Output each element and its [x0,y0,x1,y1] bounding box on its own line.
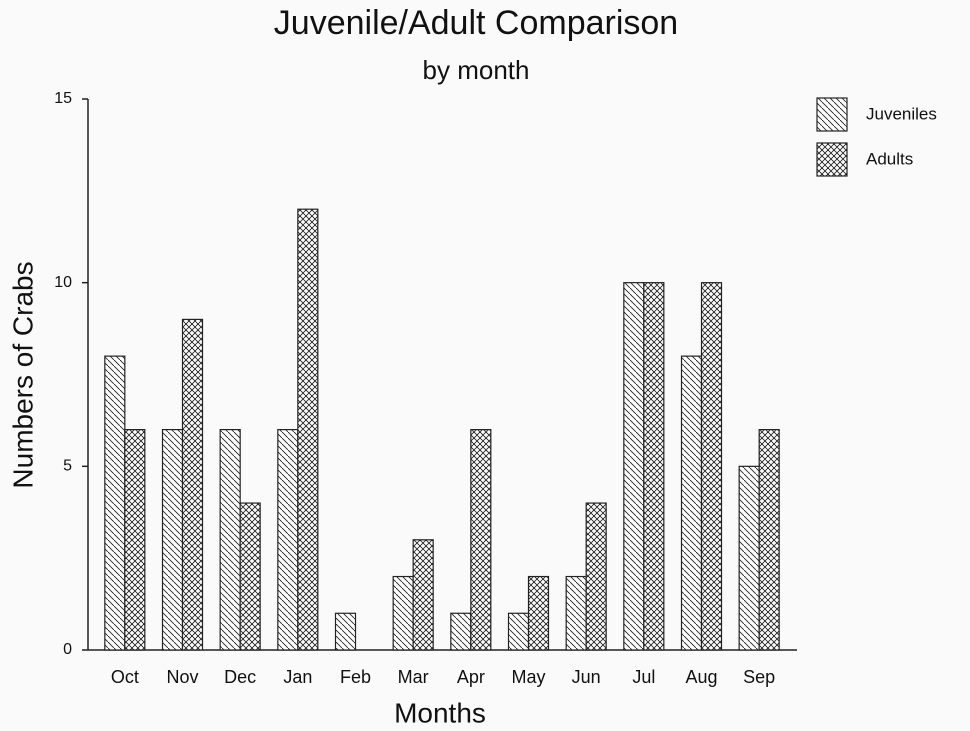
bar [277,429,299,651]
x-tick-label: Oct [111,667,139,687]
chart-subtitle: by month [423,55,530,85]
x-tick-label: Nov [166,667,198,687]
bar [219,429,241,651]
legend-label: Juveniles [866,104,937,123]
bar [239,502,261,651]
y-tick-label: 15 [54,90,72,107]
x-tick-label: Feb [340,667,371,687]
y-tick-label: 10 [54,274,72,291]
legend-label: Adults [866,149,913,168]
bar [527,575,550,651]
bar [104,355,126,651]
bar [758,429,780,651]
bar [700,282,723,651]
bar [124,429,146,651]
legend-swatch [816,142,848,177]
x-axis-label: Months [394,697,486,728]
bar [334,612,357,651]
y-tick-label: 5 [63,458,72,475]
bar [738,465,760,651]
bar [680,355,703,651]
x-tick-label: Jan [283,667,312,687]
bar [623,282,645,651]
bar [181,318,204,651]
bar [565,575,587,651]
x-tick-label: May [511,667,545,687]
x-tick-label: Mar [398,667,429,687]
bar [585,502,607,651]
x-tick-label: Sep [743,667,775,687]
x-tick-label: Aug [685,667,717,687]
y-tick-label: 0 [63,641,72,658]
y-axis-label: Numbers of Crabs [7,261,38,488]
bar [643,282,665,651]
bar [470,429,492,651]
chart-title: Juvenile/Adult Comparison [274,4,678,42]
bar [507,612,530,651]
x-tick-label: Apr [457,667,485,687]
x-tick-label: Jul [632,667,655,687]
x-tick-label: Dec [224,667,256,687]
bar [297,208,319,651]
bar [392,575,414,651]
x-tick-label: Jun [572,667,601,687]
legend-swatch [816,97,848,132]
bar [450,612,472,651]
bar [161,429,184,651]
bar [412,539,434,651]
